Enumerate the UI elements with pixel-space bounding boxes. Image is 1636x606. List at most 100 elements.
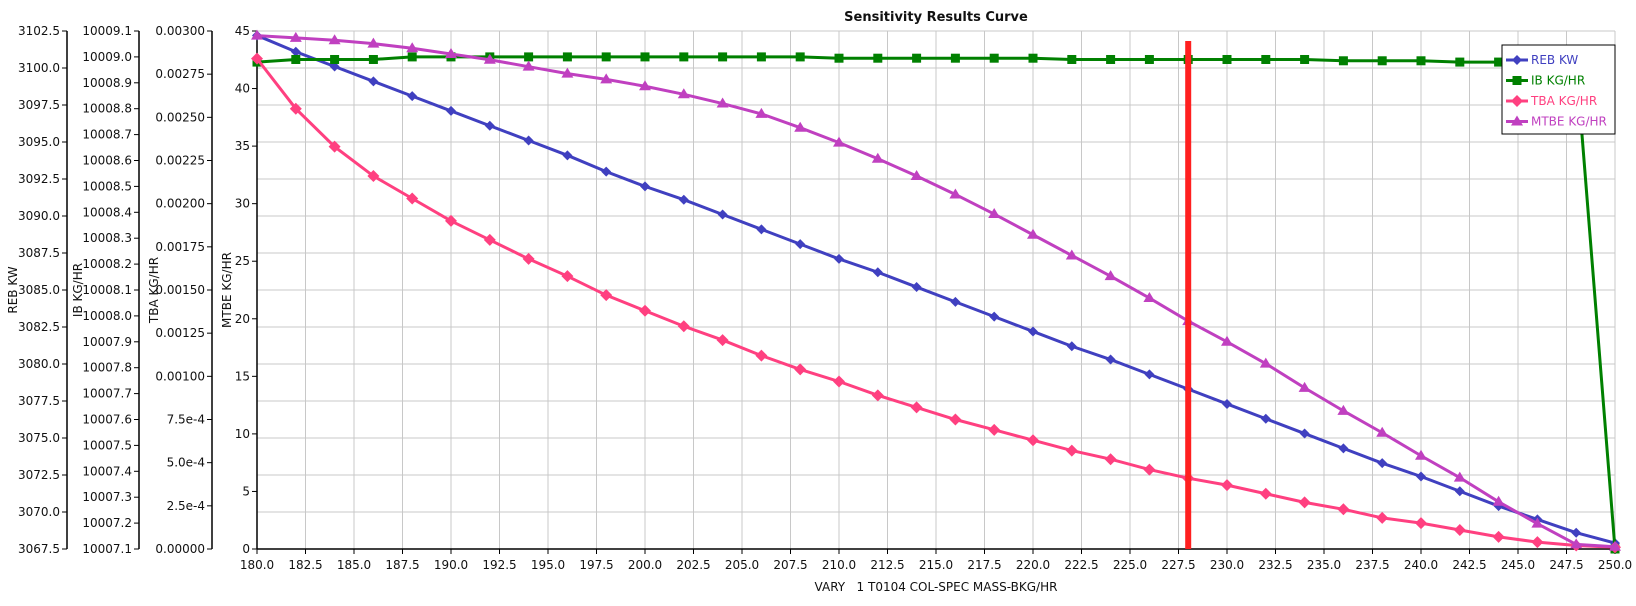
x-tick-label: 245.0 <box>1501 558 1535 572</box>
y-tick-label: 10007.7 <box>82 387 132 401</box>
data-point <box>522 252 535 265</box>
data-point <box>1376 511 1389 524</box>
data-point <box>524 52 534 62</box>
y-tick-label: 0.00150 <box>155 283 205 297</box>
y-tick-label: 10007.4 <box>82 464 132 478</box>
legend-item-tba-kg-hr: TBA KG/HR <box>1506 94 1597 108</box>
y-tick-label: 3075.0 <box>18 431 60 445</box>
legend-marker-icon <box>1511 95 1523 107</box>
y-tick-label: 10007.6 <box>82 413 132 427</box>
data-point <box>833 136 845 147</box>
data-point <box>989 53 999 63</box>
data-point <box>600 73 613 84</box>
data-point <box>1338 56 1348 66</box>
data-point <box>1492 495 1505 506</box>
data-point <box>949 413 962 426</box>
x-tick-label: 202.5 <box>676 558 710 572</box>
legend[interactable]: REB KW IB KG/HR TBA KG/HR MTBE KG/HR <box>1501 44 1616 135</box>
data-point <box>1066 341 1077 352</box>
y-tick-label: 10008.3 <box>82 231 132 245</box>
data-point <box>562 52 572 62</box>
data-point <box>1571 527 1582 538</box>
series-line <box>256 34 1616 549</box>
data-point <box>756 224 767 235</box>
data-point <box>523 135 534 146</box>
x-tick-label: 232.5 <box>1258 558 1292 572</box>
data-point <box>1259 357 1272 368</box>
data-point <box>912 53 922 63</box>
x-tick-label: 227.5 <box>1161 558 1195 572</box>
legend-label: IB KG/HR <box>1531 74 1585 88</box>
data-point <box>1065 249 1078 260</box>
y-tick-label: 0.00000 <box>155 542 205 556</box>
data-point <box>989 311 1000 322</box>
data-point <box>1027 228 1039 239</box>
x-tick-label: 200.0 <box>628 558 662 572</box>
y-tick-label: 10008.5 <box>82 179 132 193</box>
data-point <box>639 304 651 317</box>
data-point <box>871 389 884 402</box>
data-point <box>716 97 729 108</box>
data-point <box>911 282 922 293</box>
y-tick-label: 3095.0 <box>18 135 60 149</box>
series-mtbe-kg-hr <box>251 29 1621 551</box>
data-point <box>794 363 807 376</box>
data-point <box>601 166 612 177</box>
data-point <box>1222 54 1232 64</box>
data-point <box>1415 517 1427 530</box>
legend-label: TBA KG/HR <box>1530 94 1597 108</box>
x-tick-label: 230.0 <box>1210 558 1244 572</box>
data-point <box>950 296 961 307</box>
data-point <box>1416 471 1426 482</box>
x-axis-label: VARY 1 T0104 COL-SPEC MASS-BKG/HR <box>815 580 1058 594</box>
data-point <box>1104 453 1117 466</box>
legend-label: REB KW <box>1531 53 1578 67</box>
y-tick-label: 10008.7 <box>82 128 132 142</box>
y-tick-label: 0.00300 <box>155 24 205 38</box>
data-point <box>1222 398 1232 409</box>
data-point <box>484 120 495 131</box>
y-tick-label: 10007.3 <box>82 490 132 504</box>
y-tick-label: 15 <box>235 369 250 383</box>
y-tick-label: 35 <box>235 139 250 153</box>
data-point <box>640 181 650 192</box>
y-tick-label: 0.00200 <box>155 197 205 211</box>
x-tick-label: 235.0 <box>1307 558 1341 572</box>
data-point <box>289 102 302 115</box>
data-point <box>834 253 844 264</box>
y-tick-label: 0.00250 <box>155 110 205 124</box>
data-point <box>988 423 1001 436</box>
data-point <box>1143 292 1156 303</box>
data-point <box>716 334 729 347</box>
data-point <box>289 31 302 42</box>
legend-item-mtbe-kg-hr: MTBE KG/HR <box>1506 115 1607 129</box>
y-tick-label: 3082.5 <box>18 320 60 334</box>
data-point <box>1298 496 1311 509</box>
y-axis-label: TBA KG/HR <box>147 257 161 324</box>
data-point <box>290 46 301 57</box>
data-point <box>328 140 341 153</box>
legend-marker-icon <box>1511 115 1523 126</box>
y-tick-label: 10009.0 <box>82 50 132 64</box>
data-point <box>988 208 1001 219</box>
y-tick-label: 3070.0 <box>18 505 60 519</box>
y-tick-label: 3097.5 <box>18 98 60 112</box>
series-line <box>256 55 1617 550</box>
data-point <box>640 52 650 62</box>
data-point <box>1338 443 1349 454</box>
data-point <box>330 54 340 64</box>
data-point <box>1415 449 1427 460</box>
y-tick-label: 10008.2 <box>82 257 132 271</box>
y-tick-label: 10 <box>235 427 250 441</box>
data-point <box>601 52 611 62</box>
series-layer <box>251 29 1621 554</box>
y-tick-label: 10008.6 <box>82 154 132 168</box>
data-point <box>1376 426 1389 437</box>
x-tick-label: 212.5 <box>870 558 904 572</box>
legend-item-ib-kg-hr: IB KG/HR <box>1506 74 1585 88</box>
data-point <box>910 401 923 414</box>
y-tick-label: 0 <box>242 542 250 556</box>
y-tick-label: 20 <box>235 312 250 326</box>
data-point <box>834 53 844 63</box>
